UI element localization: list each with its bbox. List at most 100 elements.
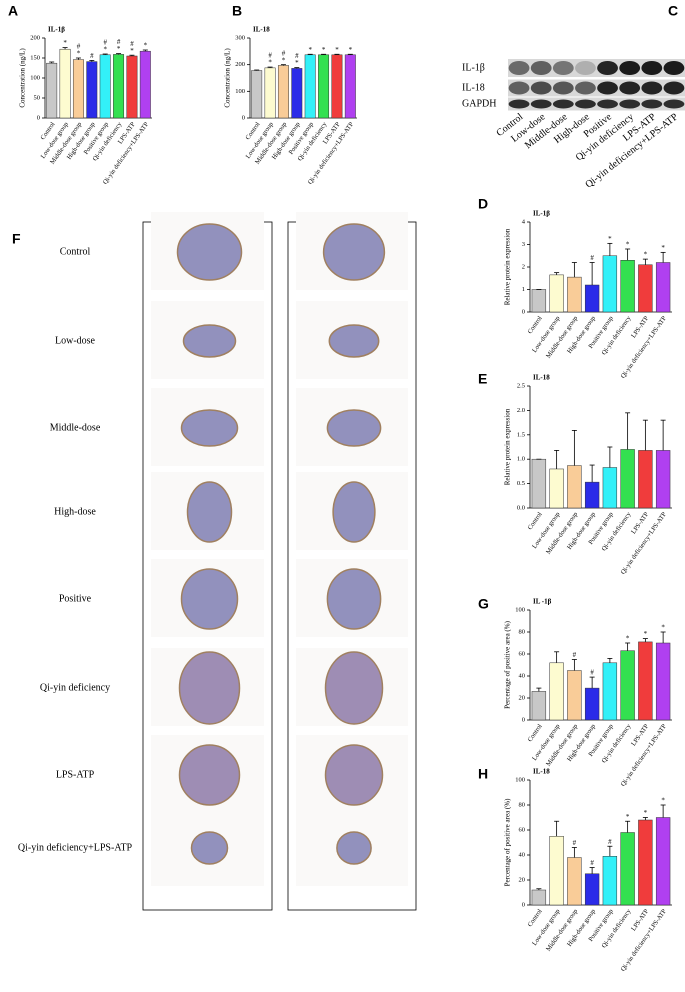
y-tick-label: 80 — [519, 801, 526, 808]
chart-title: IL-18 — [533, 768, 550, 776]
bar — [584, 873, 600, 906]
bar — [72, 59, 84, 119]
y-tick-label: 4 — [522, 218, 526, 225]
significance-marker: # — [590, 859, 594, 867]
y-tick-label: 0.0 — [517, 504, 525, 511]
blot-band — [641, 81, 663, 95]
significance-marker: * — [644, 809, 648, 817]
significance-marker: * — [626, 635, 630, 643]
panel-letter: B — [232, 3, 242, 19]
bar — [567, 465, 582, 509]
significance-marker: * — [661, 797, 665, 805]
blot-band — [575, 61, 596, 75]
y-tick-label: 50 — [34, 94, 41, 101]
y-tick-label: 1.0 — [517, 456, 525, 463]
tissue-section — [182, 324, 237, 358]
significance-marker: * — [77, 50, 81, 58]
y-tick-label: 0 — [242, 114, 245, 121]
y-tick-label: 150 — [30, 54, 40, 61]
bar — [655, 642, 671, 721]
blot-band — [641, 99, 663, 109]
blot-band — [530, 99, 552, 109]
y-tick-label: 2.0 — [517, 407, 525, 414]
blot-band — [663, 61, 685, 75]
significance-marker: # — [590, 669, 594, 677]
row-label: High-dose — [54, 506, 96, 517]
significance-marker: * — [608, 235, 612, 243]
bar — [584, 687, 600, 721]
chart-title: IL-1β — [48, 26, 65, 34]
blot-band — [619, 81, 641, 95]
y-tick-label: 40 — [519, 672, 526, 679]
y-tick-label: 60 — [519, 650, 526, 657]
significance-marker: * — [661, 624, 665, 632]
y-tick-label: 0 — [522, 308, 525, 315]
y-tick-label: 200 — [30, 34, 40, 41]
bar — [344, 54, 356, 119]
bar — [59, 48, 71, 119]
panel-letter: D — [478, 196, 488, 212]
y-axis-label: Concentration (ng/L) — [224, 48, 232, 108]
y-tick-label: 100 — [235, 88, 245, 95]
blot-band — [663, 99, 685, 109]
x-tick-label: Control — [527, 315, 544, 335]
tissue-section — [326, 568, 382, 630]
significance-marker: # — [103, 39, 107, 47]
significance-marker: # — [608, 838, 612, 846]
tissue-section — [180, 568, 239, 630]
significance-marker: * — [308, 46, 312, 54]
chart-title: IL -1β — [533, 598, 552, 606]
blot-row-label: GAPDH — [462, 98, 496, 109]
blot-band — [597, 81, 618, 95]
significance-marker: * — [322, 46, 326, 54]
bar — [291, 68, 303, 119]
bar — [277, 65, 289, 119]
bar — [602, 467, 618, 509]
bar — [584, 481, 600, 509]
y-tick-label: 3 — [522, 241, 525, 248]
blot-band — [619, 61, 641, 75]
tissue-section — [322, 223, 386, 281]
blot-row-label: IL-1β — [462, 62, 485, 73]
y-tick-label: 40 — [519, 851, 526, 858]
y-tick-label: 80 — [519, 628, 526, 635]
blot-band — [530, 61, 552, 75]
bar — [126, 55, 138, 119]
significance-marker: # — [282, 49, 286, 57]
blot-band — [597, 61, 618, 75]
bar — [549, 662, 564, 721]
tissue-section — [328, 324, 380, 358]
significance-marker: * — [282, 56, 286, 64]
bar — [567, 276, 582, 313]
bar — [655, 817, 671, 906]
y-tick-label: 1.5 — [517, 431, 525, 438]
significance-marker: # — [268, 52, 272, 60]
y-axis-label: Relative protein expression — [504, 408, 512, 485]
x-tick-label: Control — [527, 908, 544, 928]
blot-band — [597, 99, 618, 109]
blot-band — [508, 81, 530, 95]
bar — [531, 889, 547, 906]
significance-marker: * — [117, 45, 121, 53]
bar — [549, 836, 564, 906]
bar — [99, 54, 111, 119]
tissue-section — [176, 223, 243, 281]
panel-letter: E — [478, 371, 487, 387]
bar — [567, 670, 582, 721]
bar — [638, 819, 653, 906]
bar — [531, 289, 547, 313]
significance-marker: * — [626, 241, 630, 249]
bar — [638, 264, 653, 313]
bar — [46, 62, 58, 119]
panel-letter: F — [12, 231, 21, 247]
tissue-section — [190, 831, 229, 865]
significance-marker: * — [268, 59, 272, 67]
tissue-section — [332, 481, 376, 543]
bar — [620, 650, 635, 721]
tissue-section — [186, 481, 233, 543]
blot-band — [552, 81, 574, 95]
y-tick-label: 300 — [235, 34, 245, 41]
y-axis-label: Percentage of positive area (%) — [504, 620, 512, 709]
row-label: LPS-ATP — [56, 769, 95, 780]
bar — [602, 662, 618, 721]
